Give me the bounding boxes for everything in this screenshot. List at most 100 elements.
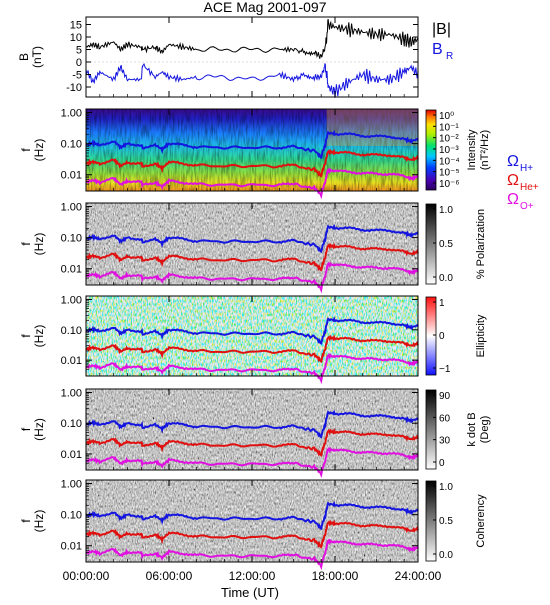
y-tick-label-4-1: 0.10	[61, 418, 82, 430]
gyro-line-he-plus	[86, 242, 419, 272]
colorbar-polarization	[425, 203, 437, 285]
gyro-line-he-plus	[86, 334, 419, 364]
gyro-line-o-plus	[85, 446, 419, 479]
y-tick-label-5-0: 1.00	[61, 479, 82, 491]
colorbar-tick-label-5-1: 0.5	[439, 516, 453, 527]
colorbar-tick-label-4-3: 0	[439, 458, 445, 469]
y-axis-label-group: f (Hz)	[19, 418, 46, 441]
time-tick-label-0: 00:00:00	[63, 569, 110, 583]
panel-kdotb: 1.00 0.10 0.01 90 60 30 0 k dot B (Deg) f (Hz)	[19, 388, 491, 479]
y-axis-units-polarization: (Hz)	[32, 233, 46, 256]
gyro-line-o-plus	[85, 167, 419, 200]
colorbar-tick-label-1-6: 10⁻⁶	[439, 179, 460, 190]
y-tick-label-4-0: 1.00	[61, 388, 82, 400]
legend-gyro-sub-2: O+	[520, 201, 534, 212]
panel-coherency: 1.00 0.10 0.01 1.0 0.5 0.0 Coherency f (Hz)	[19, 479, 487, 571]
legend-gyro-0: Ω	[507, 153, 519, 170]
gyro-line-o-plus	[85, 352, 419, 385]
legend-br: B	[432, 41, 443, 58]
colorbar-label-group: Intensity (nT²/Hz)	[466, 129, 491, 170]
y-tick-label-0-5: -10	[66, 82, 82, 94]
colorbar-tick-label-3-1: 0	[439, 331, 445, 342]
colorbar-tick-label-1-5: 10⁻⁵	[439, 168, 460, 179]
panel-ellipticity: 1.00 0.10 0.01 1 0 −1 Ellipticity f (Hz)	[19, 294, 487, 385]
colorbar-label-ellipticity: Ellipticity	[475, 314, 487, 357]
y-axis-label-coherency: f	[19, 519, 33, 523]
y-tick-label-1-1: 0.10	[61, 139, 82, 151]
colorbar-tick-label-3-2: −1	[439, 364, 451, 375]
colorbar-label-polarization: % Polarization	[475, 209, 487, 279]
gyro-line-he-plus	[85, 428, 419, 457]
panel-polarization: 1.00 0.10 0.01 1.0 0.5 0.0 % Polarization f (Hz)	[19, 202, 487, 294]
spectrogram-texture	[86, 389, 418, 470]
colorbar-label-group: Coherency	[475, 494, 487, 548]
y-axis-label-ellipticity: f	[19, 334, 33, 338]
colorbar-tick-label-4-2: 30	[439, 436, 451, 447]
legend-gyro-1: Ω	[507, 172, 519, 189]
time-axis-label: Time (UT)	[221, 585, 279, 600]
spectrogram-texture	[86, 203, 418, 285]
y-tick-label-1-0: 1.00	[61, 108, 82, 120]
time-axis: 00:00:00 06:00:00 12:00:00 18:00:00 24:00:00	[63, 569, 442, 583]
y-axis-units-coherency: (Hz)	[32, 510, 46, 533]
spectrogram-texture	[86, 296, 418, 376]
legend-gyro-2: Ω	[507, 191, 519, 208]
colorbar-label-group: Ellipticity	[475, 314, 487, 357]
gyro-line-h-plus	[85, 129, 419, 160]
y-axis-label-group: f (Hz)	[19, 510, 46, 533]
y-tick-label-0-0: 15	[70, 20, 82, 32]
y-axis-label-group: f (Hz)	[19, 139, 46, 162]
colorbar-tick-label-1-1: 10⁻¹	[439, 122, 459, 133]
figure-title: ACE Mag 2001-097	[204, 0, 327, 15]
time-tick-label-2: 12:00:00	[229, 569, 276, 583]
gyro-line-h-plus	[85, 223, 419, 254]
legend-br-sub: R	[446, 51, 453, 62]
colorbar-tick-label-1-2: 10⁻²	[439, 134, 459, 145]
gyro-line-h-plus	[85, 500, 419, 531]
colorbar-intensity	[425, 109, 437, 191]
colorbar-tick-label-1-4: 10⁻⁴	[439, 156, 460, 167]
y-tick-label-4-2: 0.01	[61, 449, 82, 461]
time-tick-label-4: 24:00:00	[395, 569, 442, 583]
legend-gyro-sub-0: H+	[520, 163, 533, 174]
y-tick-label-2-2: 0.01	[61, 264, 82, 276]
series-line-br	[85, 62, 419, 98]
y-tick-label-5-2: 0.01	[61, 541, 82, 553]
y-axis-units-ellipticity: (Hz)	[32, 325, 46, 348]
y-tick-label-3-1: 0.10	[61, 325, 82, 337]
spectrogram-texture	[86, 109, 418, 191]
colorbar-units-kdotb: (Deg)	[479, 416, 491, 444]
y-tick-label-3-0: 1.00	[61, 294, 82, 306]
time-tick-label-1: 06:00:00	[146, 569, 193, 583]
y-tick-label-0-4: -5	[72, 70, 82, 82]
y-axis-units-b-field: (nT)	[30, 46, 44, 68]
y-axis-units-kdotb: (Hz)	[32, 418, 46, 441]
colorbar-tick-label-2-2: 0.0	[439, 273, 453, 284]
colorbar-label-kdotb: k dot B	[466, 412, 478, 446]
colorbar-tick-label-2-1: 0.5	[439, 239, 453, 250]
y-axis-label-group: f (Hz)	[19, 325, 46, 348]
time-tick-label-3: 18:00:00	[312, 569, 359, 583]
colorbar-tick-label-3-0: 1	[439, 298, 445, 309]
y-axis-label-kdotb: f	[19, 427, 33, 431]
y-axis-label-intensity: f	[19, 148, 33, 152]
y-axis-label-polarization: f	[19, 242, 33, 246]
y-axis-label-b-field: B	[17, 53, 31, 61]
plot-background	[86, 17, 418, 97]
y-tick-label-2-1: 0.10	[61, 233, 82, 245]
y-axis-units-intensity: (Hz)	[32, 139, 46, 162]
colorbar-tick-label-5-2: 0.0	[439, 550, 453, 561]
gyro-line-o-plus	[85, 538, 419, 571]
colorbar-label-group: % Polarization	[475, 209, 487, 279]
y-axis-label-group: B (nT)	[17, 46, 44, 68]
y-tick-label-0-3: 0	[76, 57, 82, 69]
colorbar-tick-label-2-0: 1.0	[439, 205, 453, 216]
y-tick-label-3-2: 0.01	[61, 355, 82, 367]
colorbar-coherency	[425, 480, 437, 562]
gyro-line-he-plus	[86, 148, 419, 178]
gyro-line-h-plus	[85, 409, 419, 439]
gyro-line-h-plus	[85, 316, 419, 345]
colorbar-tick-label-5-0: 1.0	[439, 482, 453, 493]
